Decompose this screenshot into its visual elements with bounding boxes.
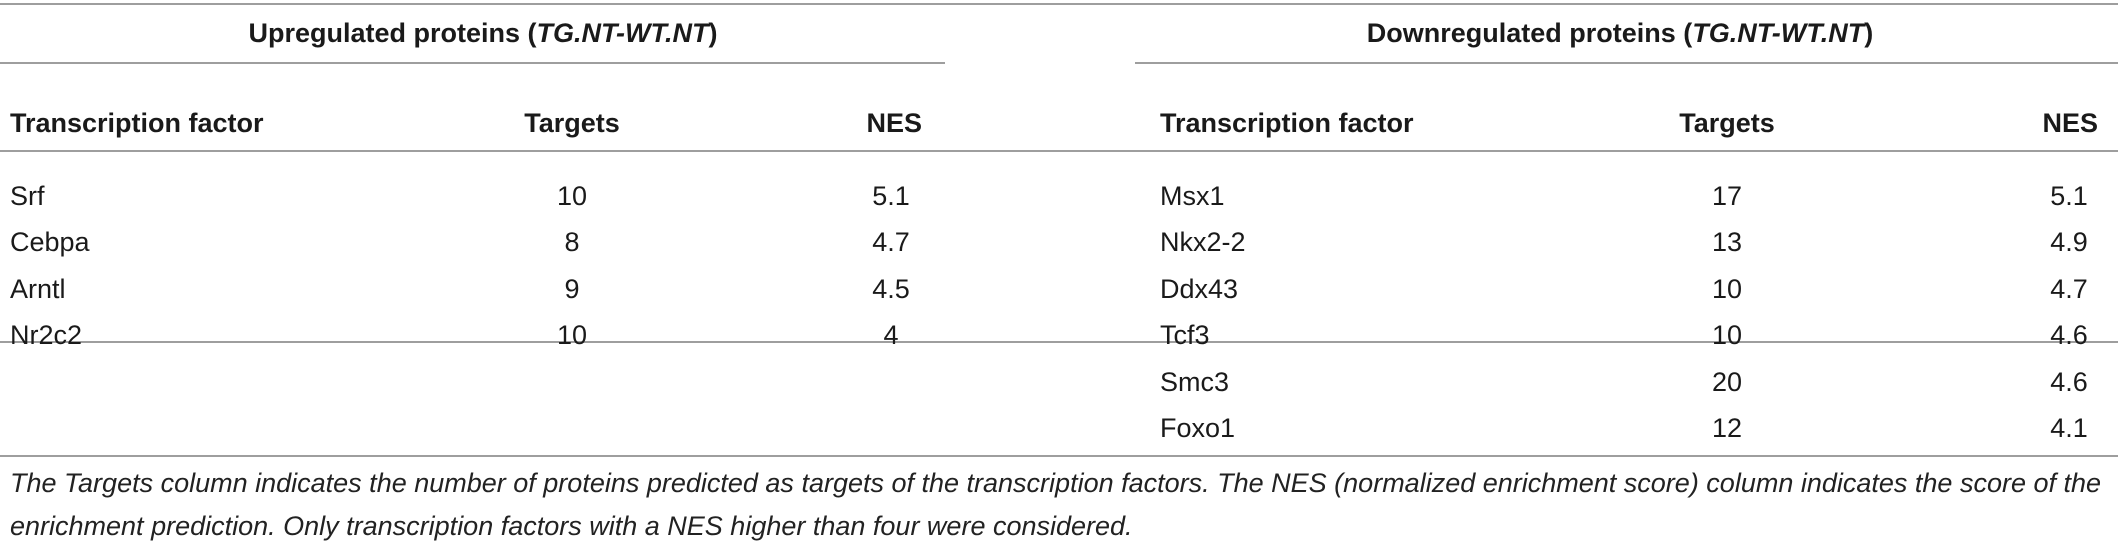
table-cell-targets: 20 [1711,367,1743,397]
left-group-header: Upregulated proteins (TG.NT-WT.NT) [249,20,718,47]
table-cell-targets: 17 [1711,181,1743,211]
right-group-suffix: ) [1864,18,1874,48]
table-cell-targets: 12 [1711,413,1743,443]
table-cell-tf: Ddx43 [1160,274,1239,304]
table-cell-tf: Foxo1 [1160,413,1236,443]
table-cell-tf: Smc3 [1160,367,1230,397]
right-group-rule [1135,62,2118,64]
top-rule [0,3,2118,5]
left-group-rule [0,62,945,64]
table-cell-targets: 10 [556,181,588,211]
left-group-contrast: TG.NT-WT.NT [536,18,709,48]
right-col-targets-header: Targets [1679,108,1775,138]
right-group-contrast: TG.NT-WT.NT [1692,18,1865,48]
table-cell-nes: 5.1 [872,181,910,211]
table-cell-targets: 10 [556,320,588,350]
table-cell-nes: 4.9 [2050,227,2088,257]
table-cell-nes: 4.7 [872,227,910,257]
table-cell-targets: 13 [1711,227,1743,257]
table-cell-targets: 8 [564,227,580,257]
left-col-targets-header: Targets [524,108,620,138]
table-cell-tf: Msx1 [1160,181,1225,211]
table-cell-tf: Nr2c2 [10,320,83,350]
table-cell-tf: Cebpa [10,227,90,257]
table-footnote: The Targets column indicates the number … [10,468,2102,541]
left-col-tf-header: Transcription factor [10,108,264,138]
table-cell-nes: 4.1 [2050,413,2088,443]
table-cell-nes: 5.1 [2050,181,2088,211]
table-end-rule [0,455,2118,457]
table-cell-nes: 4 [883,320,899,350]
header-rule [0,150,2118,152]
table-cell-targets: 10 [1711,274,1743,304]
table-cell-tf: Arntl [10,274,66,304]
bottom-rule [0,341,2118,343]
table-cell-tf: Srf [10,181,45,211]
table-cell-targets: 10 [1711,320,1743,350]
table-cell-tf: Nkx2-2 [1160,227,1246,257]
table-cell-nes: 4.6 [2050,320,2088,350]
right-col-tf-header: Transcription factor [1160,108,1414,138]
left-group-prefix: Upregulated proteins ( [248,18,537,48]
table-cell-nes: 4.5 [872,274,910,304]
right-col-nes-header: NES [2042,108,2098,138]
table-cell-targets: 9 [564,274,580,304]
table-cell-nes: 4.7 [2050,274,2088,304]
right-group-prefix: Downregulated proteins ( [1366,18,1693,48]
table-cell-tf: Tcf3 [1160,320,1210,350]
table-cell-nes: 4.6 [2050,367,2088,397]
right-group-header: Downregulated proteins (TG.NT-WT.NT) [1367,20,1874,47]
left-group-suffix: ) [708,18,718,48]
left-col-nes-header: NES [866,108,922,138]
